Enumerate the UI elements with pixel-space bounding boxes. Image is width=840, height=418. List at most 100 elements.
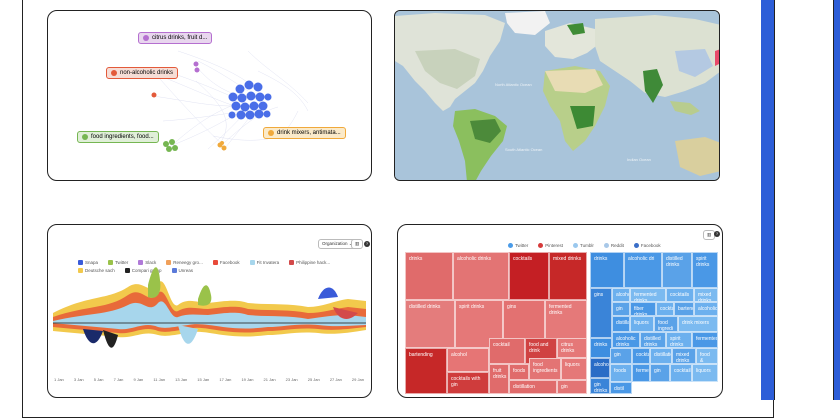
- network-tag-citrus[interactable]: citrus drinks, fruit d...: [138, 32, 213, 44]
- treemap-cell[interactable]: fiber drinks: [630, 302, 656, 316]
- legend-item[interactable]: Compari group: [124, 268, 162, 273]
- treemap-cell[interactable]: fermented drinks: [630, 288, 666, 302]
- legend-swatch-icon: [538, 243, 544, 248]
- legend-label: Snapa: [85, 260, 99, 265]
- chevron-down-icon: ⌄: [349, 241, 353, 246]
- treemap-cell[interactable]: spirit drinks: [666, 332, 692, 348]
- treemap-cell[interactable]: alcohol: [447, 348, 489, 372]
- streamgraph: [53, 267, 366, 348]
- legend-item[interactable]: Philippine hack...: [289, 260, 330, 265]
- treemap-cell[interactable]: distil: [610, 382, 632, 394]
- treemap-cell[interactable]: alcoholic: [694, 302, 718, 316]
- treemap-cell[interactable]: liquors: [630, 316, 654, 332]
- treemap-cell[interactable]: distilled drinks: [405, 300, 455, 348]
- treemap-cell[interactable]: distillation: [509, 380, 557, 394]
- view-toggle[interactable]: ▥: [351, 239, 364, 249]
- x-tick-label: 29 Jan: [351, 377, 364, 382]
- treemap-cell[interactable]: distillation: [612, 316, 630, 332]
- help-icon[interactable]: ?: [364, 241, 370, 247]
- treemap-cell[interactable]: drinks: [590, 338, 612, 358]
- treemap-cell[interactable]: food &: [696, 348, 718, 364]
- treemap-cell[interactable]: distilled drinks: [662, 252, 692, 288]
- treemap-cell[interactable]: liquors: [692, 364, 718, 382]
- treemap-cell[interactable]: food ingredi: [654, 316, 678, 332]
- treemap-cell[interactable]: liquors: [561, 358, 587, 380]
- treemap-cell[interactable]: bartending: [674, 302, 694, 316]
- legend-swatch-icon: [212, 260, 218, 265]
- treemap-cell[interactable]: alcohol: [612, 288, 630, 302]
- treemap-cell[interactable]: alcoholic dri: [624, 252, 662, 288]
- treemap-cell[interactable]: cocktails: [632, 348, 650, 364]
- legend-label: Tumblr: [580, 243, 594, 248]
- treemap-cell[interactable]: mixed drinks: [549, 252, 587, 300]
- treemap-cell[interactable]: fermen: [632, 364, 650, 382]
- treemap-cell[interactable]: gin drinks: [590, 378, 610, 394]
- treemap-cell[interactable]: gin: [612, 302, 630, 316]
- legend-item[interactable]: Tumblr: [573, 243, 594, 248]
- treemap-cell[interactable]: distilled drinks: [640, 332, 666, 348]
- network-tag-mixers[interactable]: drink mixers, antimata...: [263, 127, 346, 139]
- treemap-cell[interactable]: cocktails: [509, 252, 549, 300]
- treemap-cell[interactable]: gin: [650, 364, 670, 382]
- treemap-cell[interactable]: cocktail: [656, 302, 674, 316]
- legend-item[interactable]: Fit Invatera: [249, 260, 280, 265]
- legend-item[interactable]: Reneegy gro...: [166, 260, 203, 265]
- help-icon[interactable]: ?: [714, 231, 720, 237]
- streamgraph-x-axis: 1 Jan 3 Jan 5 Jan 7 Jan 9 Jan 11 Jan 13 Jan 15 …: [54, 377, 364, 382]
- treemap-cell[interactable]: citrus drinks: [557, 338, 587, 358]
- treemap-cell[interactable]: bartending: [405, 348, 447, 394]
- tag-label: food ingredients, food...: [91, 134, 154, 140]
- treemap-cell[interactable]: distillation: [650, 348, 672, 364]
- x-tick-label: 1 Jan: [54, 377, 64, 382]
- network-tag-food[interactable]: food ingredients, food...: [77, 131, 159, 143]
- treemap-cell[interactable]: alcoholic drinks: [612, 332, 640, 348]
- world-map-card[interactable]: North Atlantic Ocean South Atlantic Ocea…: [394, 10, 720, 181]
- treemap-cell[interactable]: mixed drinks: [694, 288, 718, 302]
- legend-item[interactable]: Slack: [138, 260, 156, 265]
- treemap-cell[interactable]: foods: [509, 364, 529, 380]
- legend-item[interactable]: Deutsche sach: [78, 268, 115, 273]
- treemap-card[interactable]: ▥ ? Twitter Pinterest Tumblr Reddit Facebook…: [397, 224, 723, 398]
- treemap-cell[interactable]: cocktails with gin: [447, 372, 489, 394]
- treemap-cell[interactable]: cocktails: [666, 288, 694, 302]
- treemap-cell[interactable]: cocktail: [489, 338, 525, 364]
- x-tick-label: 5 Jan: [93, 377, 104, 382]
- legend-item[interactable]: Pinterest: [538, 243, 563, 248]
- tag-dot-icon: [268, 130, 274, 136]
- legend-swatch-icon: [603, 243, 609, 248]
- x-tick-label: 25 Jan: [307, 377, 320, 382]
- legend-item[interactable]: Reddit: [603, 243, 624, 248]
- legend-label: Fit Invatera: [256, 260, 280, 265]
- treemap-cell[interactable]: food ingredients: [529, 358, 561, 380]
- treemap-cell[interactable]: fermented: [692, 332, 718, 348]
- legend-swatch-icon: [166, 260, 172, 265]
- legend-item[interactable]: Unreas: [171, 268, 193, 273]
- treemap-cell[interactable]: alcoholic drinks: [453, 252, 509, 300]
- treemap-cell[interactable]: drink mixers: [678, 316, 718, 332]
- legend-item[interactable]: Facebook: [212, 260, 240, 265]
- treemap-cell[interactable]: fruit drinks: [489, 364, 509, 394]
- treemap-cell[interactable]: gins: [590, 288, 612, 338]
- treemap-cell[interactable]: cocktail: [670, 364, 692, 382]
- treemap-cell[interactable]: mixed drinks: [672, 348, 696, 364]
- streamgraph-card[interactable]: Organization ⌄ ▥ ? Snapa Twitter Slack Rene…: [47, 224, 372, 398]
- legend-label: Slack: [145, 260, 157, 265]
- legend-swatch-icon: [249, 260, 255, 265]
- legend-item[interactable]: Snapa: [78, 260, 98, 265]
- legend-label: Compari group: [131, 268, 162, 273]
- network-graph-card[interactable]: citrus drinks, fruit d... non-alcoholic …: [47, 10, 372, 181]
- treemap-cell[interactable]: foods: [610, 364, 632, 382]
- treemap-cell[interactable]: drinks: [590, 252, 624, 288]
- treemap-cell[interactable]: drinks: [405, 252, 453, 300]
- network-tag-non-alcoholic[interactable]: non-alcoholic drinks: [106, 67, 179, 79]
- legend-item[interactable]: Twitter: [108, 260, 128, 265]
- legend-swatch-icon: [633, 243, 639, 248]
- x-tick-label: 15 Jan: [197, 377, 210, 382]
- treemap-cell[interactable]: gin: [557, 380, 587, 394]
- treemap-cell[interactable]: gin: [610, 348, 632, 364]
- treemap-cell[interactable]: alcohol: [590, 358, 610, 378]
- legend-item[interactable]: Facebook: [633, 243, 661, 248]
- streamgraph-legend: Snapa Twitter Slack Reneegy gro... Facebook F…: [78, 260, 348, 273]
- treemap-cell[interactable]: spirit drinks: [692, 252, 718, 288]
- legend-item[interactable]: Twitter: [508, 243, 528, 248]
